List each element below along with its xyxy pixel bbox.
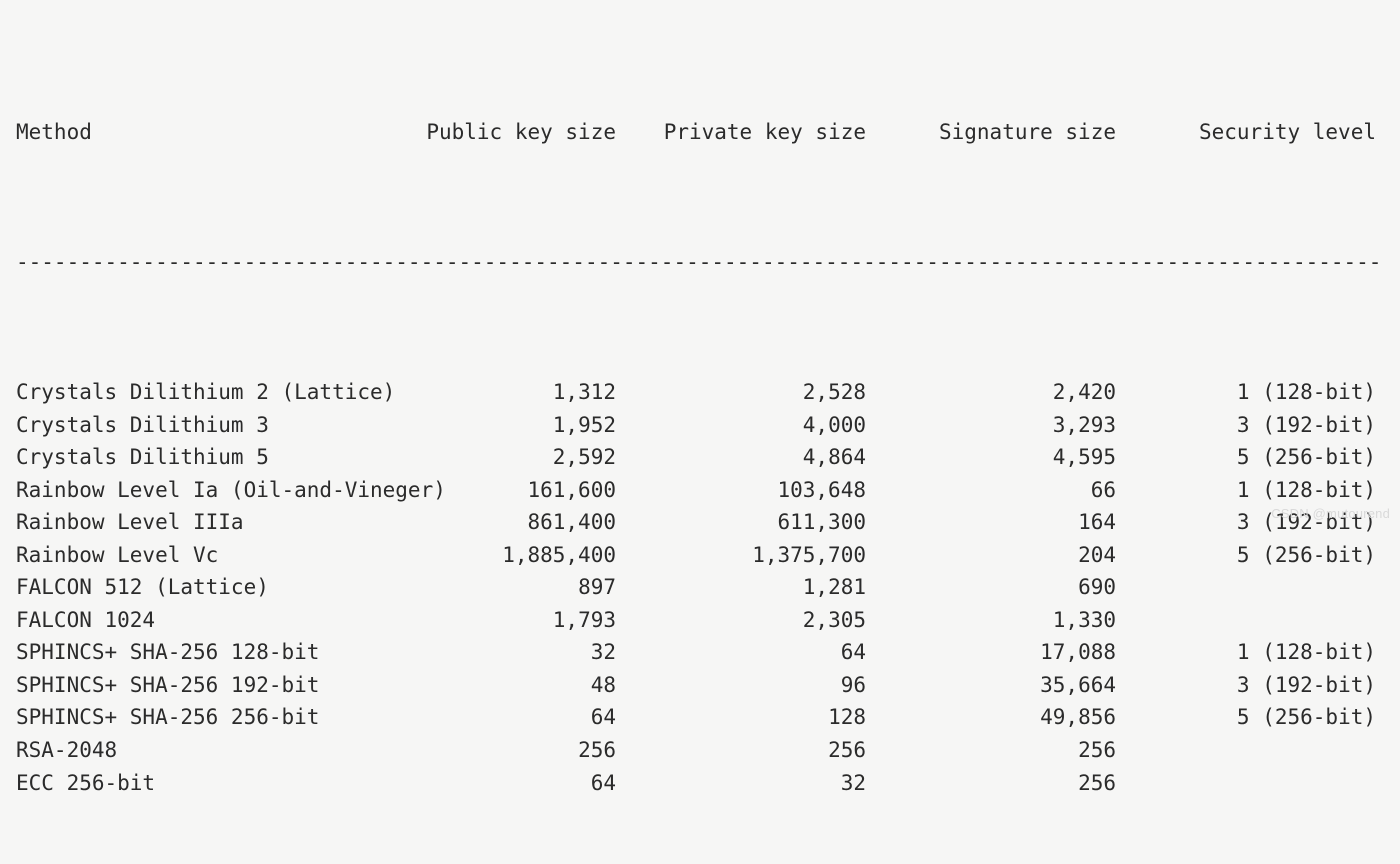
- cell-signature: 49,856: [866, 701, 1116, 734]
- cell-security: [1116, 604, 1376, 637]
- cell-signature: 256: [866, 734, 1116, 767]
- cell-private: 103,648: [616, 474, 866, 507]
- cell-method: Rainbow Level Vc: [16, 539, 416, 572]
- signature-size-table: Method Public key size Private key size …: [16, 18, 1384, 864]
- table-row: Rainbow Level IIIa861,400611,3001643 (19…: [16, 506, 1384, 539]
- cell-security: 1 (128-bit): [1116, 376, 1376, 409]
- cell-signature: 35,664: [866, 669, 1116, 702]
- cell-private: 1,375,700: [616, 539, 866, 572]
- cell-signature: 1,330: [866, 604, 1116, 637]
- cell-public: 256: [416, 734, 616, 767]
- cell-public: 1,312: [416, 376, 616, 409]
- table-row: SPHINCS+ SHA-256 256-bit6412849,8565 (25…: [16, 701, 1384, 734]
- cell-signature: 4,595: [866, 441, 1116, 474]
- col-header-method: Method: [16, 116, 416, 149]
- cell-security: 3 (192-bit): [1116, 669, 1376, 702]
- table-row: Rainbow Level Ia (Oil-and-Vineger)161,60…: [16, 474, 1384, 507]
- col-header-public: Public key size: [416, 116, 616, 149]
- cell-private: 4,000: [616, 409, 866, 442]
- table-row: SPHINCS+ SHA-256 192-bit489635,6643 (192…: [16, 669, 1384, 702]
- cell-method: Crystals Dilithium 5: [16, 441, 416, 474]
- cell-method: SPHINCS+ SHA-256 128-bit: [16, 636, 416, 669]
- table-row: RSA-2048256256256: [16, 734, 1384, 767]
- cell-public: 64: [416, 701, 616, 734]
- cell-signature: 256: [866, 767, 1116, 800]
- cell-method: SPHINCS+ SHA-256 256-bit: [16, 701, 416, 734]
- cell-public: 897: [416, 571, 616, 604]
- header-divider: ----------------------------------------…: [16, 246, 1384, 279]
- cell-signature: 690: [866, 571, 1116, 604]
- table-row: Crystals Dilithium 2 (Lattice)1,3122,528…: [16, 376, 1384, 409]
- col-header-security: Security level: [1116, 116, 1376, 149]
- cell-method: RSA-2048: [16, 734, 416, 767]
- cell-private: 1,281: [616, 571, 866, 604]
- cell-private: 256: [616, 734, 866, 767]
- cell-signature: 164: [866, 506, 1116, 539]
- cell-private: 96: [616, 669, 866, 702]
- cell-private: 128: [616, 701, 866, 734]
- cell-security: 5 (256-bit): [1116, 701, 1376, 734]
- cell-security: 1 (128-bit): [1116, 474, 1376, 507]
- cell-public: 1,885,400: [416, 539, 616, 572]
- table-row: ECC 256-bit6432256: [16, 767, 1384, 800]
- col-header-private: Private key size: [616, 116, 866, 149]
- cell-security: 5 (256-bit): [1116, 539, 1376, 572]
- cell-signature: 17,088: [866, 636, 1116, 669]
- table-row: Rainbow Level Vc1,885,4001,375,7002045 (…: [16, 539, 1384, 572]
- table-header-row: Method Public key size Private key size …: [16, 116, 1384, 149]
- cell-method: Rainbow Level IIIa: [16, 506, 416, 539]
- cell-private: 4,864: [616, 441, 866, 474]
- table-row: FALCON 10241,7932,3051,330: [16, 604, 1384, 637]
- cell-security: [1116, 767, 1376, 800]
- cell-public: 48: [416, 669, 616, 702]
- cell-security: 5 (256-bit): [1116, 441, 1376, 474]
- cell-method: Crystals Dilithium 2 (Lattice): [16, 376, 416, 409]
- cell-signature: 66: [866, 474, 1116, 507]
- table-row: FALCON 512 (Lattice)8971,281690: [16, 571, 1384, 604]
- cell-public: 64: [416, 767, 616, 800]
- cell-security: 1 (128-bit): [1116, 636, 1376, 669]
- cell-public: 161,600: [416, 474, 616, 507]
- cell-public: 1,793: [416, 604, 616, 637]
- cell-method: SPHINCS+ SHA-256 192-bit: [16, 669, 416, 702]
- cell-private: 64: [616, 636, 866, 669]
- cell-private: 2,305: [616, 604, 866, 637]
- cell-public: 2,592: [416, 441, 616, 474]
- watermark-text: CSDN @mutourend: [1271, 504, 1390, 524]
- col-header-signature: Signature size: [866, 116, 1116, 149]
- cell-signature: 204: [866, 539, 1116, 572]
- table-body: Crystals Dilithium 2 (Lattice)1,3122,528…: [16, 376, 1384, 799]
- cell-method: FALCON 512 (Lattice): [16, 571, 416, 604]
- cell-signature: 2,420: [866, 376, 1116, 409]
- cell-private: 32: [616, 767, 866, 800]
- cell-private: 611,300: [616, 506, 866, 539]
- table-row: Crystals Dilithium 31,9524,0003,2933 (19…: [16, 409, 1384, 442]
- table-row: Crystals Dilithium 52,5924,8644,5955 (25…: [16, 441, 1384, 474]
- table-row: SPHINCS+ SHA-256 128-bit326417,0881 (128…: [16, 636, 1384, 669]
- cell-private: 2,528: [616, 376, 866, 409]
- cell-signature: 3,293: [866, 409, 1116, 442]
- cell-method: FALCON 1024: [16, 604, 416, 637]
- cell-security: 3 (192-bit): [1116, 409, 1376, 442]
- cell-public: 32: [416, 636, 616, 669]
- cell-security: [1116, 571, 1376, 604]
- cell-security: [1116, 734, 1376, 767]
- cell-public: 861,400: [416, 506, 616, 539]
- cell-method: Rainbow Level Ia (Oil-and-Vineger): [16, 474, 416, 507]
- cell-method: Crystals Dilithium 3: [16, 409, 416, 442]
- cell-method: ECC 256-bit: [16, 767, 416, 800]
- cell-public: 1,952: [416, 409, 616, 442]
